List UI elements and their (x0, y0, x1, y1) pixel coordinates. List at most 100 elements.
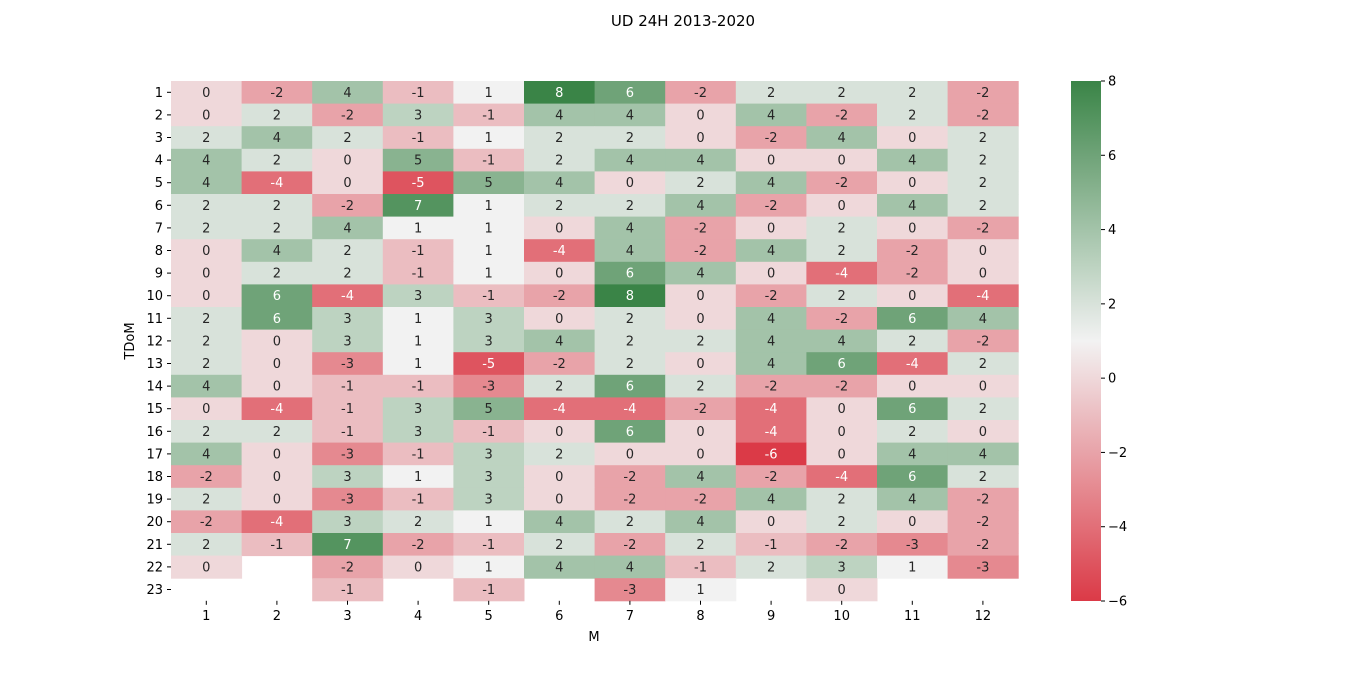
cell-value-label: 3 (414, 425, 422, 440)
cell-value-label: -2 (694, 493, 707, 508)
cell-value-label: 1 (485, 86, 493, 101)
cell-value-label: 0 (838, 199, 846, 214)
heatmap-cell (947, 487, 1019, 511)
y-tick-label: 1 (155, 86, 163, 101)
heatmap-cell (241, 442, 313, 466)
cell-value-label: -1 (482, 154, 495, 169)
heatmap-cell (947, 555, 1019, 579)
cell-value-label: 0 (696, 357, 704, 372)
heatmap-cell (594, 239, 666, 263)
heatmap-cell (665, 261, 737, 285)
cell-value-label: 5 (414, 154, 422, 169)
cell-value-label: 2 (767, 560, 775, 575)
y-tick-label: 22 (146, 560, 163, 575)
cell-value-label: 4 (696, 267, 704, 282)
cell-value-label: -1 (694, 560, 707, 575)
heatmap-cell (312, 397, 384, 421)
cell-value-label: 6 (908, 312, 916, 327)
cell-value-label: 6 (838, 357, 846, 372)
cell-value-label: 2 (202, 131, 210, 146)
heatmap-cell (453, 555, 525, 579)
heatmap-cell (312, 126, 384, 150)
heatmap-cell (524, 261, 596, 285)
cell-value-label: 4 (626, 154, 634, 169)
heatmap-cell (735, 442, 807, 466)
cell-value-label: 0 (838, 425, 846, 440)
colorbar-tick-label: 4 (1108, 223, 1116, 238)
cell-value-label: 0 (273, 493, 281, 508)
heatmap-cell (594, 578, 666, 602)
cell-value-label: 2 (555, 380, 563, 395)
heatmap-cell (524, 329, 596, 353)
cell-value-label: -1 (482, 538, 495, 553)
cell-value-label: 4 (202, 154, 210, 169)
heatmap-cell (312, 329, 384, 353)
heatmap-cell (735, 171, 807, 195)
cell-value-label: 2 (626, 312, 634, 327)
heatmap-cell (735, 352, 807, 376)
cell-value-label: 2 (273, 108, 281, 123)
cell-value-label: 2 (838, 493, 846, 508)
heatmap-cell (524, 510, 596, 534)
cell-value-label: -4 (835, 470, 848, 485)
heatmap-cell (382, 465, 454, 489)
heatmap-cell (524, 194, 596, 218)
cell-value-label: -2 (906, 267, 919, 282)
heatmap-cell (312, 578, 384, 602)
cell-value-label: 2 (202, 357, 210, 372)
heatmap-cell (806, 555, 878, 579)
heatmap-cell (806, 533, 878, 557)
heatmap-cell (947, 533, 1019, 557)
cell-value-label: -2 (765, 131, 778, 146)
heatmap-cell (453, 329, 525, 353)
cell-value-label: 4 (343, 86, 351, 101)
cell-value-label: -2 (765, 289, 778, 304)
x-tick-label: 11 (904, 609, 921, 624)
heatmap-cell (524, 420, 596, 444)
cell-value-label: 2 (273, 154, 281, 169)
heatmap-cell (947, 510, 1019, 534)
cell-value-label: 4 (767, 312, 775, 327)
cell-value-label: 0 (908, 380, 916, 395)
heatmap-cell (877, 420, 949, 444)
heatmap-cell (524, 487, 596, 511)
cell-value-label: 0 (908, 131, 916, 146)
heatmap-cell (524, 397, 596, 421)
cell-value-label: 1 (485, 560, 493, 575)
heatmap-cell (594, 307, 666, 331)
cell-value-label: 0 (979, 380, 987, 395)
heatmap-cell (877, 352, 949, 376)
heatmap-cell (877, 126, 949, 150)
cell-value-label: 0 (696, 131, 704, 146)
cell-value-label: -2 (835, 312, 848, 327)
heatmap-cell (594, 284, 666, 308)
cell-value-label: 2 (343, 244, 351, 259)
cell-value-label: 0 (908, 515, 916, 530)
cell-value-label: 4 (767, 334, 775, 349)
heatmap-cell (524, 442, 596, 466)
heatmap-cell (947, 239, 1019, 263)
heatmap-cell (382, 194, 454, 218)
heatmap-cell (312, 148, 384, 172)
heatmap-cell (524, 374, 596, 398)
cell-value-label: 2 (202, 221, 210, 236)
cell-value-label: -4 (341, 289, 354, 304)
heatmap-cell (806, 171, 878, 195)
cell-value-label: 0 (979, 425, 987, 440)
cell-value-label: 2 (696, 176, 704, 191)
heatmap-cell (524, 216, 596, 240)
heatmap-cell (524, 533, 596, 557)
heatmap-cell (947, 261, 1019, 285)
heatmap-cell (735, 555, 807, 579)
heatmap-cell (877, 261, 949, 285)
heatmap-cell (665, 194, 737, 218)
cell-value-label: 0 (414, 560, 422, 575)
heatmap-cell (312, 239, 384, 263)
heatmap-cell (735, 81, 807, 105)
cell-value-label: -4 (270, 515, 283, 530)
cell-value-label: 4 (626, 560, 634, 575)
heatmap-cell (382, 171, 454, 195)
heatmap-cell (947, 171, 1019, 195)
heatmap-cell (947, 420, 1019, 444)
